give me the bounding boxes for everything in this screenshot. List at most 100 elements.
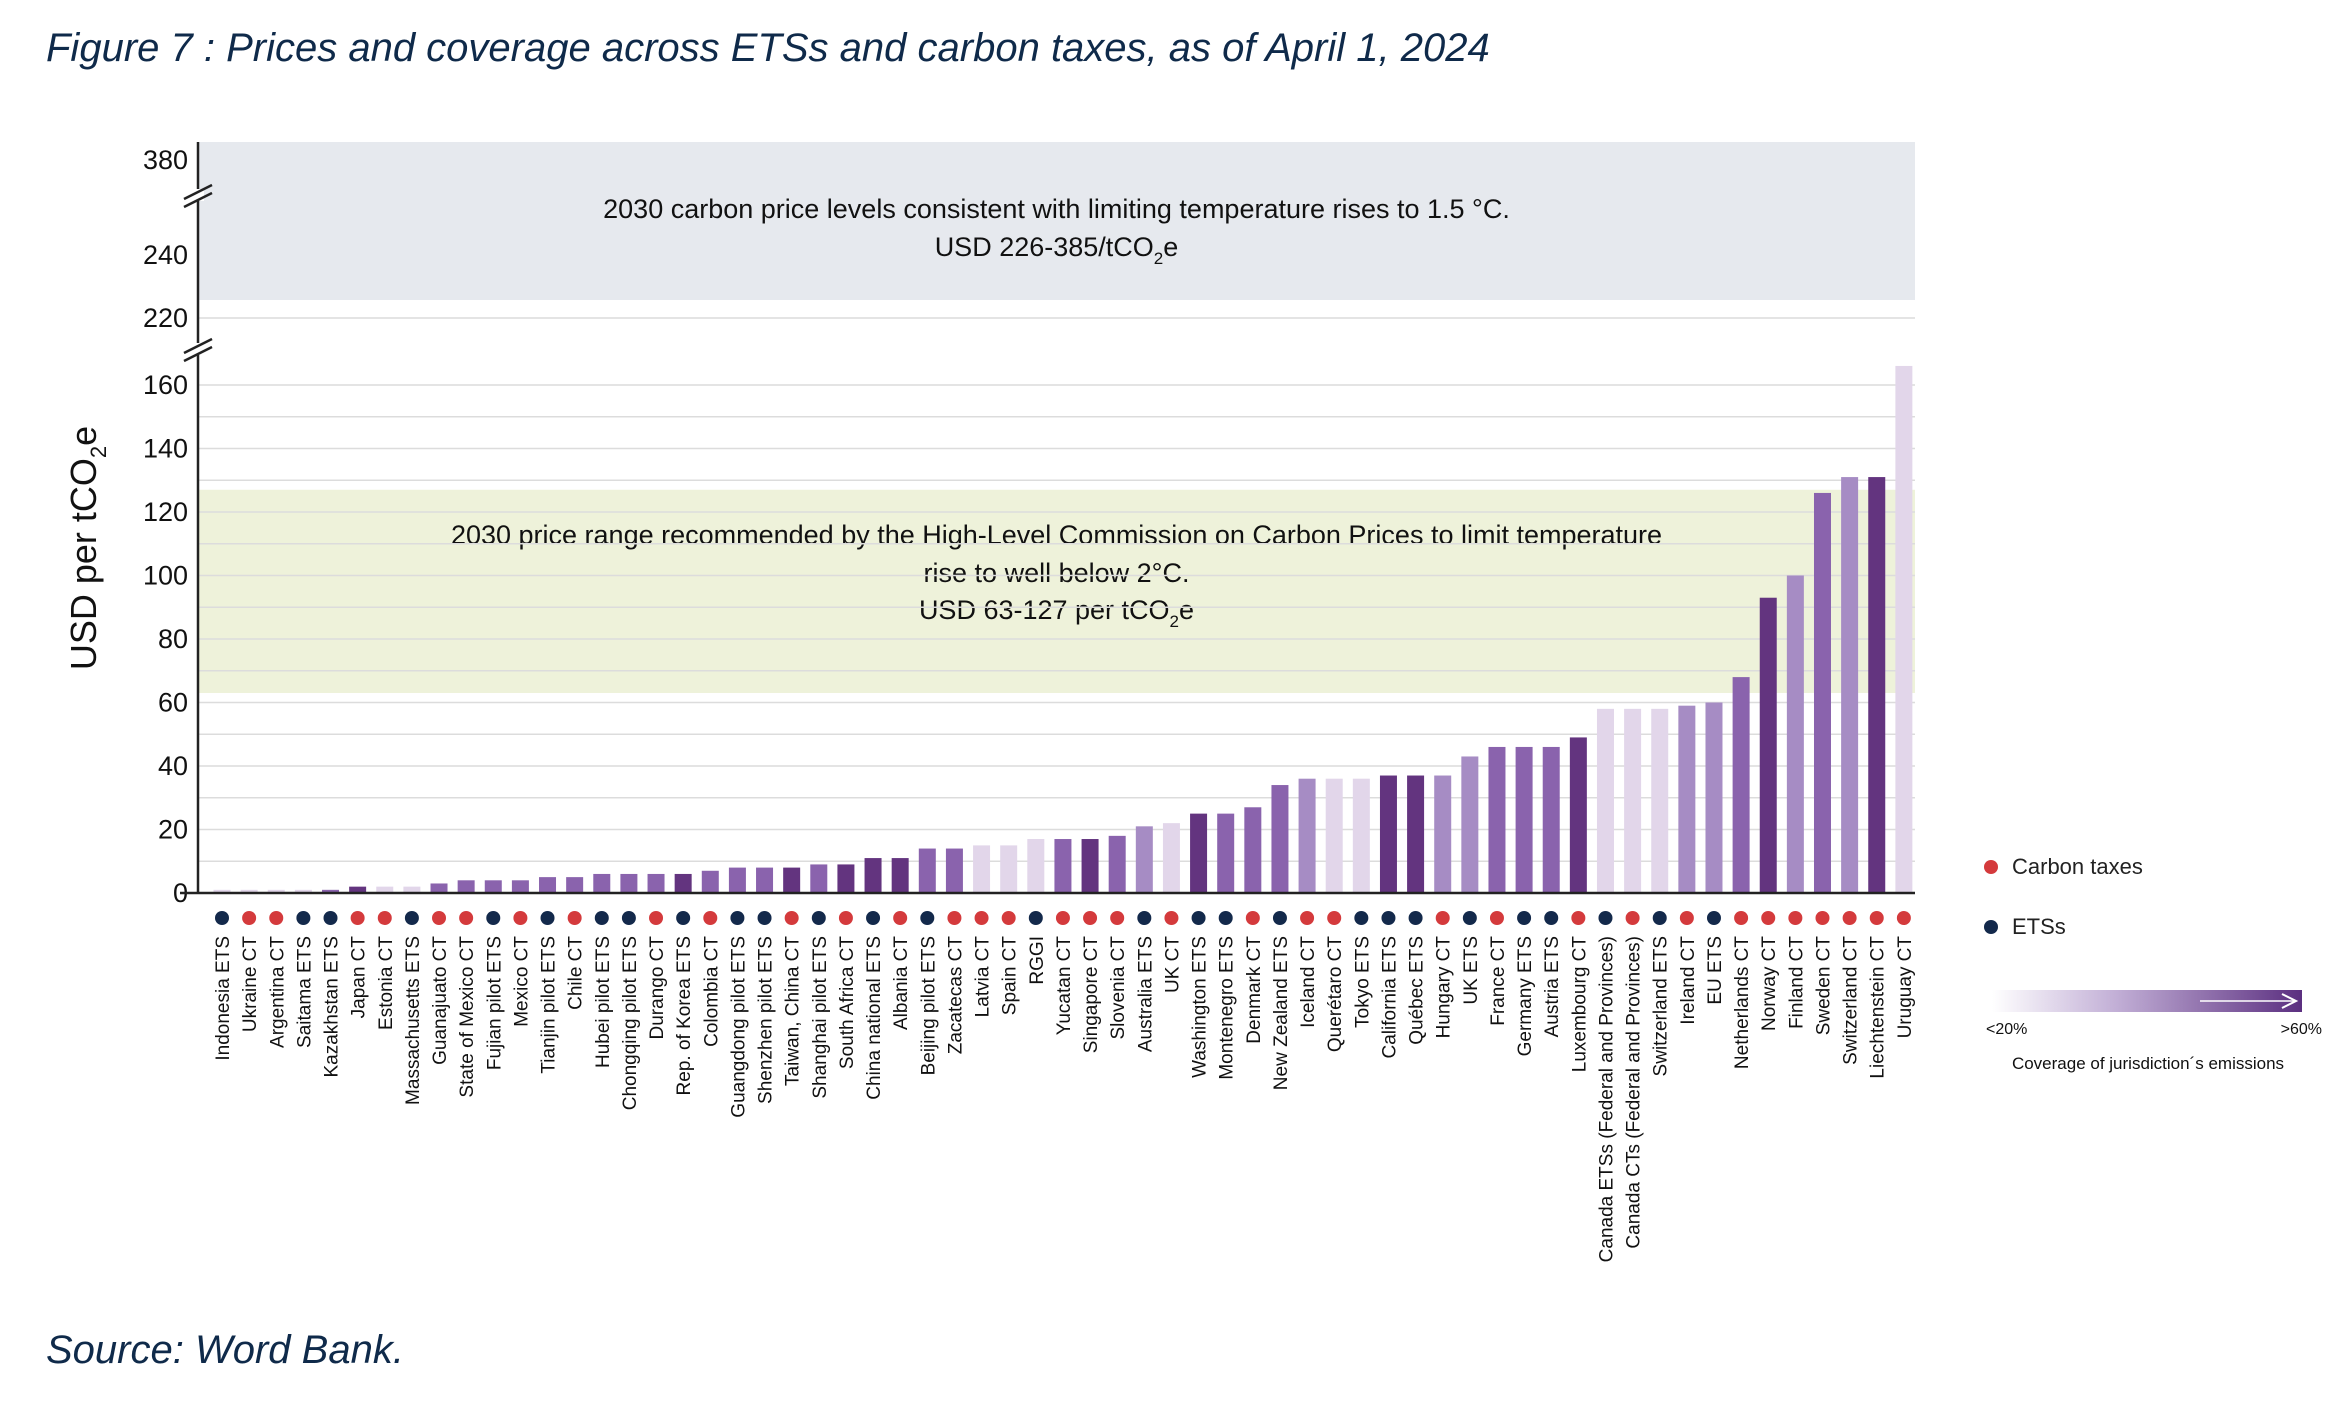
- bar: [511, 880, 529, 893]
- x-tick-label: Spain CT: [1000, 936, 1021, 1016]
- bar: [973, 845, 991, 893]
- x-tick-label: RGGI: [1027, 936, 1048, 985]
- bar: [430, 883, 448, 893]
- bar: [1325, 778, 1343, 893]
- x-tick-label: Canada CTs (Federal and Provinces): [1624, 936, 1645, 1249]
- x-tick-label: Taiwan, China CT: [783, 936, 804, 1086]
- x-tick-label: UK ETS: [1461, 936, 1482, 1005]
- x-tick-label: California ETS: [1379, 936, 1400, 1059]
- x-tick-label: State of Mexico CT: [457, 936, 478, 1098]
- x-tick-label: Singapore CT: [1081, 936, 1102, 1054]
- x-tick-label: Hubei pilot ETS: [593, 936, 614, 1068]
- instrument-dot: [1300, 911, 1315, 925]
- instrument-dot: [1489, 911, 1504, 925]
- bar: [1081, 839, 1099, 893]
- x-tick-label: Rep. of Korea ETS: [674, 936, 695, 1095]
- bar: [403, 886, 421, 893]
- x-tick-label: Germany ETS: [1515, 936, 1536, 1056]
- bar: [620, 873, 638, 893]
- x-tick-label: Norway CT: [1759, 936, 1780, 1031]
- instrument-dot: [920, 911, 935, 925]
- bar: [1190, 813, 1208, 893]
- instrument-dot: [1083, 911, 1098, 925]
- x-tick-label: Mexico CT: [511, 936, 532, 1027]
- x-tick-label: Tokyo ETS: [1352, 936, 1373, 1028]
- y-tick-label: 220: [143, 303, 188, 333]
- bar: [1624, 708, 1642, 893]
- instrument-dot: [1734, 911, 1749, 925]
- bar: [1813, 492, 1831, 893]
- instrument-dot: [594, 911, 609, 925]
- instrument-dot: [404, 911, 419, 925]
- x-tick-label: Sweden CT: [1813, 936, 1834, 1036]
- bar: [267, 889, 285, 893]
- instrument-dot: [432, 911, 447, 925]
- bar: [1054, 839, 1072, 893]
- x-tick-label: Chile CT: [566, 936, 587, 1010]
- instrument-dot: [1706, 911, 1721, 925]
- x-tick-label: Indonesia ETS: [213, 936, 234, 1061]
- x-tick-label: New Zealand ETS: [1271, 936, 1292, 1090]
- x-tick-label: Massachusetts ETS: [403, 936, 424, 1105]
- x-tick-label: Uruguay CT: [1895, 936, 1916, 1039]
- x-tick-label: Liechtenstein CT: [1868, 936, 1889, 1079]
- instrument-dot: [350, 911, 365, 925]
- instrument-dot: [1788, 911, 1803, 925]
- x-tick-label: Guanajuato CT: [430, 936, 451, 1065]
- instrument-dot: [784, 911, 799, 925]
- instrument-dot: [269, 911, 284, 925]
- bar: [322, 889, 340, 893]
- axis-break-mark: [183, 337, 213, 355]
- instrument-dot: [866, 911, 881, 925]
- bar: [810, 864, 828, 893]
- ets-legend-dot: [1984, 920, 1998, 934]
- x-tick-label: Iceland CT: [1298, 936, 1319, 1028]
- x-tick-label: Denmark CT: [1244, 936, 1265, 1044]
- x-tick-label: Fujian pilot ETS: [484, 936, 505, 1070]
- bar: [728, 867, 746, 893]
- instrument-dot: [649, 911, 664, 925]
- instrument-dot: [703, 911, 718, 925]
- bar: [1868, 477, 1886, 893]
- x-tick-label: Slovenia CT: [1108, 936, 1129, 1040]
- x-tick-label: China national ETS: [864, 936, 885, 1100]
- bar: [294, 889, 312, 893]
- bar: [1515, 746, 1533, 893]
- x-tick-label: UK CT: [1162, 936, 1183, 993]
- coverage-gradient: [1992, 990, 2302, 1012]
- bar: [1217, 813, 1235, 893]
- y-tick-label: 60: [158, 688, 188, 718]
- instrument-dot: [1544, 911, 1559, 925]
- x-tick-label: Albania CT: [891, 936, 912, 1030]
- instrument-dot: [757, 911, 772, 925]
- x-tick-label: Austria ETS: [1542, 936, 1563, 1037]
- x-tick-label: Durango CT: [647, 936, 668, 1040]
- bar: [1732, 677, 1750, 893]
- instrument-dot: [1137, 911, 1152, 925]
- x-tick-label: Chongqing pilot ETS: [620, 936, 641, 1110]
- instrument-dot: [1815, 911, 1830, 925]
- bar: [1271, 785, 1289, 893]
- bar: [918, 848, 936, 893]
- bar: [1000, 845, 1018, 893]
- x-tick-label: Luxembourg CT: [1569, 936, 1590, 1073]
- bar: [1162, 823, 1180, 893]
- instrument-dot: [1625, 911, 1640, 925]
- bar: [1596, 708, 1614, 893]
- y-tick-label: 40: [158, 751, 188, 781]
- y-tick-label: 80: [158, 624, 188, 654]
- instrument-dot: [1028, 911, 1043, 925]
- axis-break-mark: [183, 191, 213, 209]
- band-2c-range: USD 63-127 per tCO2e: [919, 595, 1194, 631]
- y-tick-label: 380: [143, 145, 188, 175]
- instrument-dot: [1435, 911, 1450, 925]
- x-tick-label: Canada ETSs (Federal and Provinces): [1596, 936, 1617, 1262]
- instrument-dot: [513, 911, 528, 925]
- instrument-dot: [1869, 911, 1884, 925]
- instrument-dot: [1408, 911, 1423, 925]
- bar: [891, 858, 909, 893]
- bar: [1569, 737, 1587, 893]
- bar: [701, 870, 719, 893]
- instrument-dot: [1652, 911, 1667, 925]
